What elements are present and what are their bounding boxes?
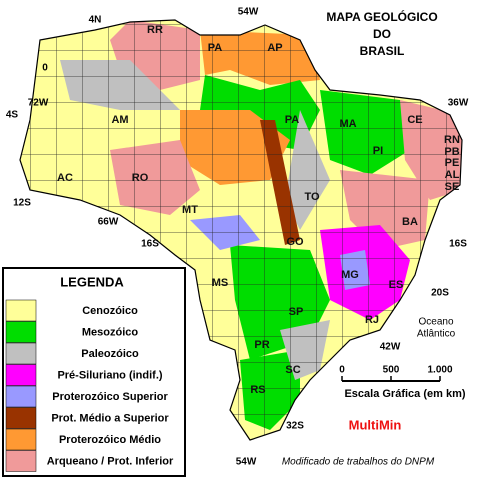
state-label: SC [285, 364, 300, 376]
coordinate-label: 66W [98, 217, 119, 228]
coordinate-label: 54W [238, 7, 259, 18]
legend-label: Prot. Médio a Superior [51, 412, 169, 424]
state-label: RR [147, 24, 163, 36]
ocean-label: Oceano [418, 317, 453, 328]
legend-swatch [5, 385, 37, 408]
map-title: MAPA GEOLÓGICO [326, 9, 437, 24]
state-label: SP [289, 306, 304, 318]
state-label: MS [212, 277, 229, 289]
state-label: GO [286, 236, 304, 248]
legend-label: Proterozóico Médio [59, 434, 161, 446]
scale-label: Escala Gráfica (em km) [344, 388, 465, 400]
scale-tick-label: 0 [339, 365, 345, 376]
state-label: RN [444, 134, 460, 146]
legend-swatch [5, 407, 37, 429]
state-label: MA [339, 118, 356, 130]
legend-label: Cenozóico [82, 305, 138, 317]
coordinate-label: 12S [13, 198, 31, 209]
state-label: TO [304, 191, 320, 203]
state-label: CE [407, 114, 422, 126]
legend-swatch [5, 321, 37, 343]
coordinate-label: 4S [6, 110, 19, 121]
legend-label: Proterozóico Superior [52, 391, 168, 403]
legend-swatch [5, 364, 37, 386]
coordinate-label: 20S [431, 288, 449, 299]
state-label: SE [445, 181, 460, 193]
state-label: MG [341, 269, 359, 281]
scale-tick-label: 500 [383, 365, 400, 376]
coordinate-label: 32S [286, 421, 304, 432]
state-label: PI [373, 145, 383, 157]
ocean-label: Atlântico [417, 329, 456, 340]
map-title: BRASIL [360, 44, 405, 58]
legend-label: Mesozóico [82, 326, 139, 338]
coordinate-label: 36W [448, 98, 469, 109]
legend-swatch [5, 342, 37, 365]
state-label: PA [285, 114, 300, 126]
state-label: ES [389, 279, 404, 291]
state-label: RS [250, 384, 265, 396]
coordinate-label: 16S [449, 239, 467, 250]
legend-title: LEGENDA [60, 274, 124, 289]
state-label: PA [208, 42, 223, 54]
coordinate-label: 4N [89, 15, 102, 26]
state-label: PB [444, 146, 459, 158]
state-label: RO [132, 172, 149, 184]
legend-label: Paleozóico [81, 348, 139, 360]
state-label: AP [267, 42, 282, 54]
brand: MultiMin [349, 417, 402, 432]
map-title: DO [373, 27, 391, 41]
state-label: RJ [365, 314, 379, 326]
state-label: AL [445, 169, 460, 181]
state-label: MT [182, 204, 198, 216]
legend-swatch [5, 450, 37, 472]
legend-swatch [5, 428, 37, 451]
coordinate-label: 72W [28, 98, 49, 109]
state-label: PR [254, 339, 269, 351]
legend-label: Arqueano / Prot. Inferior [47, 455, 174, 467]
state-label: AC [57, 172, 73, 184]
coordinate-label: 42W [380, 342, 401, 353]
legend-label: Pré-Siluriano (indif.) [57, 369, 162, 381]
coordinate-label: 0 [42, 63, 48, 74]
credit: Modificado de trabalhos do DNPM [282, 457, 435, 468]
state-label: AM [111, 114, 128, 126]
legend-swatch [5, 299, 37, 322]
state-label: BA [402, 216, 418, 228]
scale-tick-label: 1.000 [427, 365, 452, 376]
country-outline [19, 19, 463, 441]
coordinate-label: 54W [236, 457, 257, 468]
state-label: PE [445, 157, 460, 169]
coordinate-label: 16S [141, 239, 159, 250]
